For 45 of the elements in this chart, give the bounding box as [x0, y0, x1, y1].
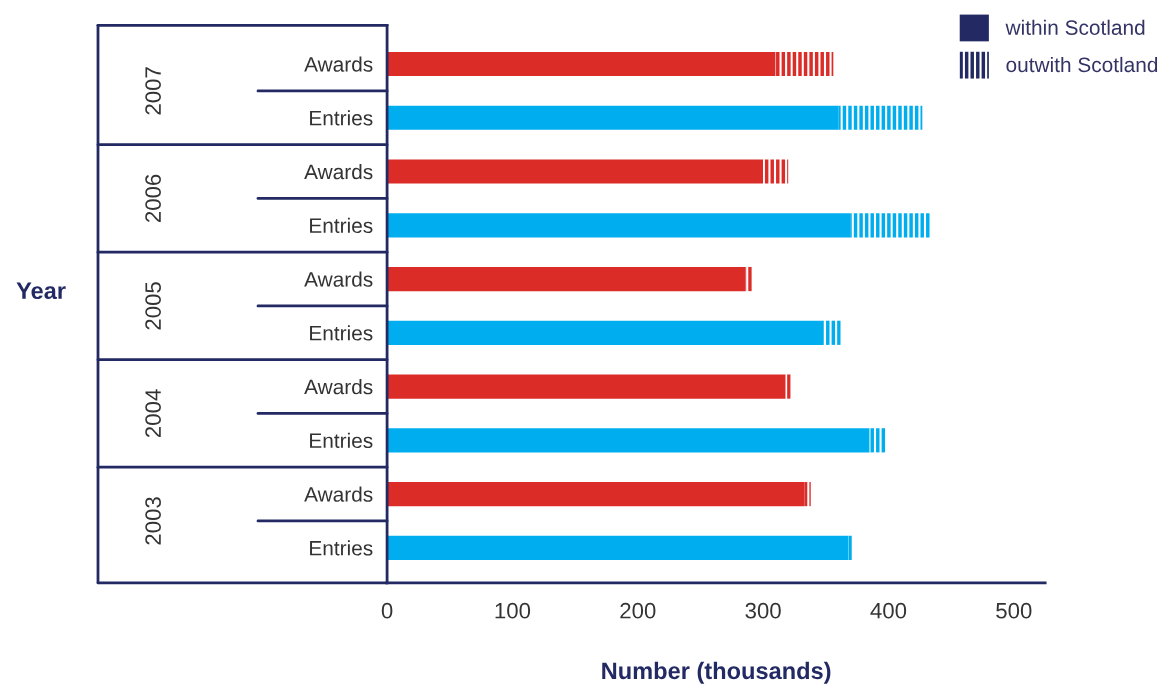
x-tick-label: 500	[996, 602, 1032, 619]
y-tick-label: Awards	[304, 379, 373, 395]
bar	[387, 535, 849, 560]
bar	[387, 51, 776, 77]
y-tick-label: Entries	[310, 325, 373, 341]
bar	[745, 266, 752, 292]
y-tick-label: Entries	[310, 217, 373, 234]
text: within Scotland	[1005, 19, 1145, 35]
y-tick-label: Awards	[304, 271, 373, 287]
text: outwith Scotland	[1006, 56, 1158, 73]
y-tick-label: Entries	[310, 540, 373, 556]
y-tick-label: Awards	[304, 56, 373, 72]
bar	[763, 159, 789, 184]
text: Year	[16, 282, 66, 300]
bar	[387, 374, 786, 399]
x-tick-label: 200	[620, 602, 656, 619]
bar	[804, 481, 811, 507]
bar	[387, 320, 824, 345]
y-tick-label: Awards	[304, 163, 373, 180]
x-tick-label: 0	[381, 602, 393, 619]
bar	[838, 105, 923, 130]
bar	[848, 535, 853, 560]
y-tick-label: Awards	[304, 486, 373, 502]
text: 2007	[145, 67, 161, 115]
text: 2006	[145, 174, 161, 222]
bar	[387, 213, 851, 238]
bar	[387, 266, 746, 292]
bar	[785, 374, 791, 399]
x-axis-title: Number (thousands)	[602, 661, 831, 684]
bar	[387, 105, 839, 130]
bar	[387, 481, 805, 507]
x-tick-label: 100	[495, 602, 531, 619]
bar	[850, 213, 932, 238]
y-tick-label: Entries	[310, 432, 373, 449]
text: 2004	[145, 389, 161, 438]
bar	[869, 428, 886, 453]
x-tick-label: 300	[745, 602, 781, 619]
bar	[823, 320, 841, 345]
x-tick-label: 400	[870, 602, 907, 619]
bar	[387, 428, 870, 453]
text: 2003	[145, 497, 161, 545]
bar	[775, 51, 834, 77]
y-tick-label: Entries	[310, 110, 373, 126]
bar	[387, 159, 764, 184]
text: 2005	[145, 282, 161, 330]
